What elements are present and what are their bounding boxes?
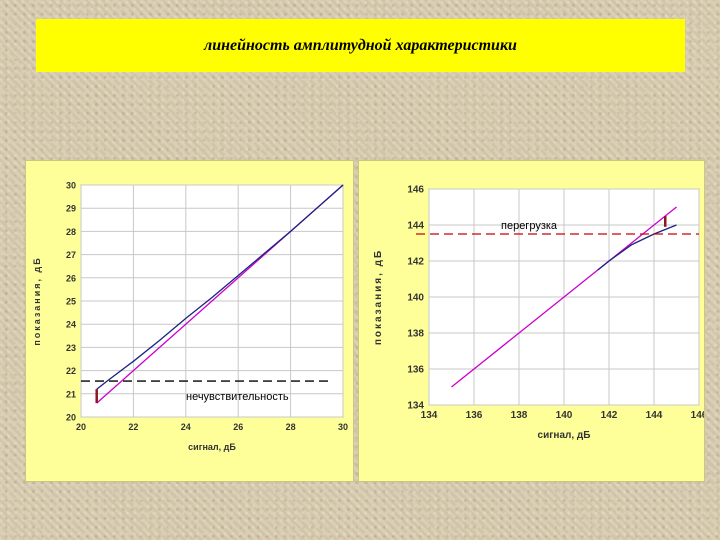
- page-title: линейность амплитудной характеристики: [204, 36, 517, 54]
- x-tick-label: 144: [646, 410, 663, 421]
- y-tick-label: 134: [407, 401, 424, 412]
- x-tick-label: 136: [466, 410, 483, 421]
- y-tick-label: 20: [66, 413, 76, 423]
- right-chart: 134 136 138 140 142 144 146 134 136 138 140 142 144 1…: [373, 185, 704, 442]
- y-axis-label: показания, дБ: [32, 256, 42, 345]
- y-tick-label: 146: [407, 185, 424, 196]
- x-tick-label: 28: [286, 422, 296, 432]
- y-tick-label: 21: [66, 389, 76, 399]
- y-tick-label: 27: [66, 250, 76, 260]
- left-chart: 20 22 24 26 28 30 20 21 22 23 24 25 26 27 28 29 30 сигнал…: [32, 181, 348, 453]
- series-line: [597, 224, 677, 271]
- x-tick-label: 142: [601, 410, 618, 421]
- left-chart-panel: 20 22 24 26 28 30 20 21 22 23 24 25 26 27 28 29 30 сигнал…: [25, 160, 354, 482]
- x-tick-label: 22: [128, 422, 138, 432]
- y-tick-label: 24: [66, 320, 76, 330]
- x-axis-label: сигнал, дБ: [188, 442, 236, 452]
- series-line: [451, 206, 677, 388]
- y-tick-label: 28: [66, 227, 76, 237]
- x-tick-label: 134: [421, 410, 438, 421]
- y-tick-label: 140: [407, 293, 424, 304]
- y-tick-label: 136: [407, 365, 424, 376]
- y-tick-label: 22: [66, 366, 76, 376]
- series-line: [96, 184, 344, 390]
- y-axis-label: показания, дБ: [373, 249, 384, 345]
- x-tick-label: 140: [556, 410, 573, 421]
- y-tick-label: 30: [66, 181, 76, 191]
- y-tick-label: 29: [66, 204, 76, 214]
- x-tick-label: 138: [511, 410, 528, 421]
- left-threshold-label: нечувствительность: [186, 391, 289, 404]
- x-tick-label: 26: [233, 422, 243, 432]
- x-tick-label: 20: [76, 422, 86, 432]
- y-tick-label: 25: [66, 297, 76, 307]
- y-tick-label: 142: [407, 257, 424, 268]
- y-tick-label: 144: [407, 221, 424, 232]
- y-tick-label: 23: [66, 343, 76, 353]
- y-tick-label: 138: [407, 329, 424, 340]
- x-tick-label: 146: [691, 410, 704, 421]
- x-tick-label: 30: [338, 422, 348, 432]
- title-banner: линейность амплитудной характеристики: [36, 19, 685, 72]
- right-chart-panel: 134 136 138 140 142 144 146 134 136 138 140 142 144 1…: [358, 160, 705, 482]
- x-tick-label: 24: [181, 422, 191, 432]
- x-axis-label: сигнал, дБ: [538, 430, 591, 441]
- y-tick-label: 26: [66, 273, 76, 283]
- right-threshold-label: перегрузка: [501, 220, 558, 232]
